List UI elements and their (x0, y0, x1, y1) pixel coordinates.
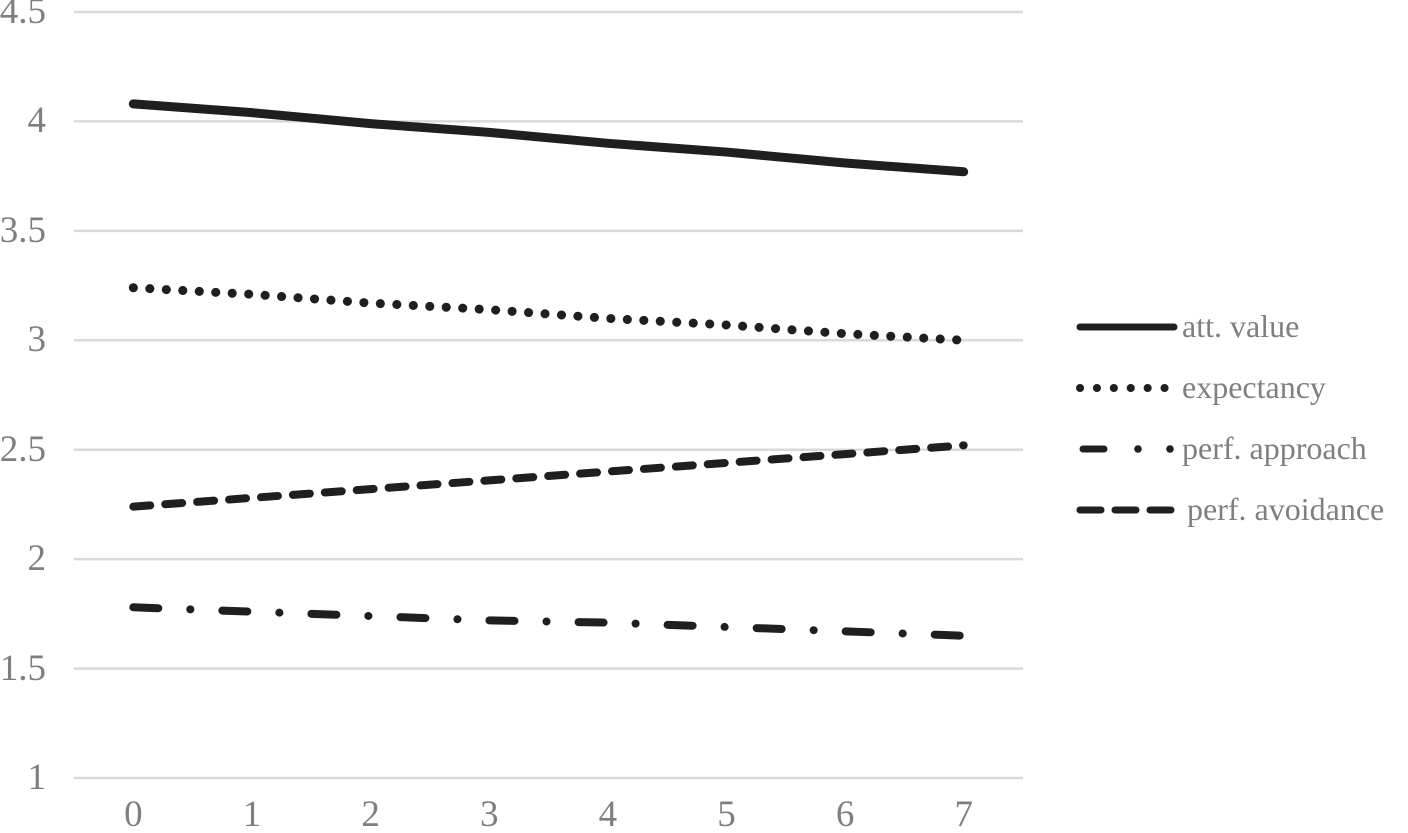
dashed-line-sample-icon (1076, 506, 1178, 513)
y-tick-label: 3 (27, 319, 47, 361)
legend: att. value expectancy perf. approach per… (1076, 296, 1384, 540)
y-tick-label: 1.5 (0, 647, 46, 689)
legend-item-perf-approach: perf. approach (1076, 418, 1384, 479)
legend-label: perf. approach (1182, 430, 1367, 466)
x-tick-label: 1 (242, 794, 262, 833)
x-tick-label: 4 (598, 794, 618, 833)
solid-line-sample-icon (1076, 323, 1178, 330)
x-tick-label: 5 (717, 794, 736, 833)
legend-label: expectancy (1182, 369, 1326, 405)
legend-item-att-value: att. value (1076, 296, 1384, 357)
dotted-line-sample-icon (1076, 383, 1178, 392)
legend-item-expectancy: expectancy (1076, 357, 1384, 418)
x-tick-label: 3 (479, 794, 499, 833)
legend-label: perf. avoidance (1187, 491, 1385, 527)
series-line-att-value (128, 99, 969, 177)
x-tick-label: 7 (954, 794, 973, 833)
series-line-perf-avoidance (129, 441, 968, 511)
x-tick-label: 0 (124, 794, 143, 833)
x-tick-label: 2 (361, 794, 380, 833)
y-tick-label: 3.5 (0, 209, 46, 251)
y-axis-labels: 4.5 4 3.5 3 2.5 2 1.5 1 (0, 0, 46, 833)
y-tick-label: 4 (27, 100, 47, 142)
y-tick-label: 1 (27, 757, 47, 798)
x-tick-label: 6 (835, 794, 855, 833)
series-line-expectancy (128, 283, 969, 345)
series-line-perf-approach (129, 603, 968, 640)
dash-dot-line-sample-icon (1079, 444, 1174, 453)
y-tick-label: 4.5 (0, 0, 46, 32)
y-tick-label: 2.5 (0, 428, 46, 470)
legend-label: att. value (1182, 308, 1300, 344)
legend-item-perf-avoidance: perf. avoidance (1076, 479, 1384, 540)
y-tick-label: 2 (27, 538, 47, 580)
